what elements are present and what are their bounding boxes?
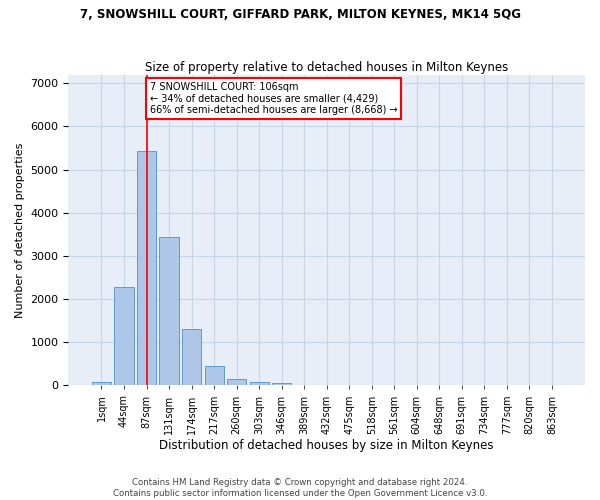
Bar (227, 378, 246, 386)
Y-axis label: Number of detached properties: Number of detached properties (15, 142, 25, 318)
Bar (92, 382, 111, 386)
Title: Size of property relative to detached houses in Milton Keynes: Size of property relative to detached ho… (145, 60, 508, 74)
Bar (205, 366, 224, 386)
Text: 7, SNOWSHILL COURT, GIFFARD PARK, MILTON KEYNES, MK14 5QG: 7, SNOWSHILL COURT, GIFFARD PARK, MILTON… (79, 8, 521, 20)
Bar (182, 329, 201, 386)
Bar (250, 382, 269, 386)
Bar (137, 150, 156, 386)
Text: 7 SNOWSHILL COURT: 106sqm
← 34% of detached houses are smaller (4,429)
66% of se: 7 SNOWSHILL COURT: 106sqm ← 34% of detac… (150, 82, 398, 115)
Bar (272, 384, 291, 386)
Bar (115, 286, 134, 386)
X-axis label: Distribution of detached houses by size in Milton Keynes: Distribution of detached houses by size … (160, 440, 494, 452)
Text: Contains HM Land Registry data © Crown copyright and database right 2024.
Contai: Contains HM Land Registry data © Crown c… (113, 478, 487, 498)
Bar (160, 236, 179, 386)
